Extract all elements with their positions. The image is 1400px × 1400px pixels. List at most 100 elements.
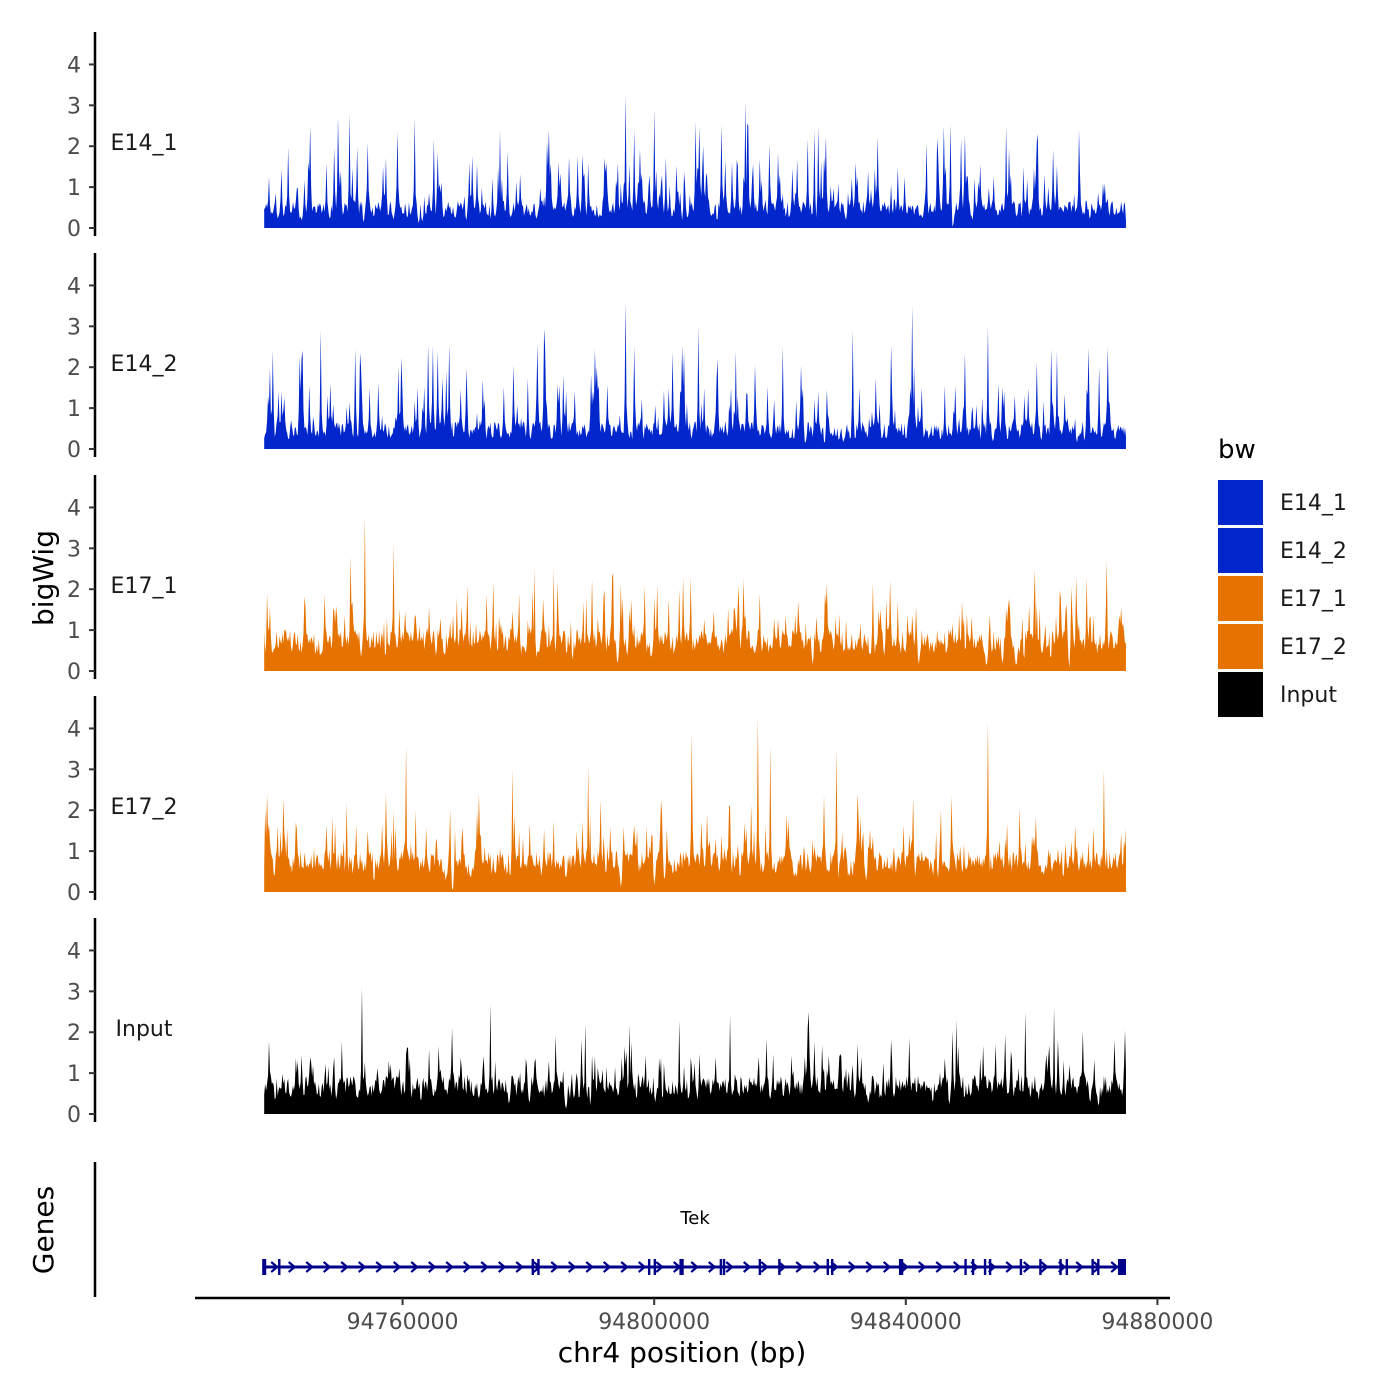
gene-exon [826, 1259, 830, 1275]
gene-exon [653, 1259, 657, 1275]
strand-arrow [270, 1261, 279, 1273]
gene-exon [278, 1259, 281, 1275]
legend-label: E14_2 [1280, 539, 1347, 564]
strand-arrow [760, 1261, 769, 1273]
strand-arrow [410, 1261, 419, 1273]
track-e14-1: 0 1 2 3 4 E14_1 [67, 32, 1126, 242]
y-tick-label: 0 [67, 660, 81, 685]
gene-exon-first [262, 1259, 267, 1275]
gene-exon [900, 1259, 904, 1275]
y-tick-label: 3 [67, 94, 81, 119]
y-tick-label: 1 [67, 176, 81, 201]
strand-arrow [602, 1261, 612, 1273]
strand-arrow [305, 1261, 314, 1273]
track-label: E17_2 [111, 795, 178, 820]
gene-exon [681, 1259, 684, 1275]
legend-label: E14_1 [1280, 491, 1347, 516]
strand-arrow [655, 1261, 664, 1273]
x-tick-label: 94840000 [850, 1310, 962, 1335]
strand-arrow [567, 1261, 577, 1273]
strand-arrow [725, 1261, 734, 1273]
y-tick-label: 3 [67, 315, 81, 340]
legend-label: E17_1 [1280, 587, 1347, 612]
y-tick-label: 0 [67, 438, 81, 463]
coverage-tracks: 0 1 2 3 4 E14_1 0 1 2 3 4 E14_2 0 1 2 3 4 E17_1 0 1 2 3 4 E17_2… [67, 32, 1126, 1128]
gene-exon [898, 1259, 902, 1275]
gene-exon [758, 1259, 762, 1275]
gene-model: Tek [262, 1208, 1126, 1275]
track-label: Input [116, 1017, 173, 1042]
gene-exon [719, 1259, 723, 1275]
gene-exon [722, 1259, 726, 1275]
strand-arrow [1092, 1261, 1102, 1273]
coverage-area-e17-2 [264, 716, 1126, 892]
strand-arrow [1075, 1261, 1084, 1273]
legend-label: E17_2 [1280, 635, 1347, 660]
gene-exon [983, 1259, 987, 1275]
x-axis: 94760000 94800000 94840000 94880000 [195, 1296, 1213, 1335]
strand-arrow [1022, 1261, 1032, 1273]
legend-label: Input [1280, 683, 1337, 708]
strand-arrow [462, 1261, 472, 1273]
strand-arrow [357, 1261, 367, 1273]
strand-arrow [1005, 1261, 1014, 1273]
gene-exon [679, 1259, 682, 1275]
y-tick-label: 4 [67, 939, 81, 964]
gene-exon [537, 1259, 540, 1275]
strand-arrow [427, 1261, 437, 1273]
strand-arrow [690, 1261, 699, 1273]
y-tick-label: 0 [67, 881, 81, 906]
gene-exon [1019, 1259, 1023, 1275]
track-label: E14_1 [111, 131, 178, 156]
strand-arrow [585, 1261, 594, 1273]
strand-arrow [865, 1261, 874, 1273]
strand-arrow [480, 1261, 489, 1273]
x-axis-title: chr4 position (bp) [558, 1336, 807, 1369]
strand-arrow [375, 1261, 384, 1273]
track-input: 0 1 2 3 4 Input [67, 918, 1126, 1128]
track-label: E17_1 [111, 574, 178, 599]
y-tick-label: 0 [67, 1103, 81, 1128]
gene-exon [964, 1259, 967, 1275]
legend-key-e17-2 [1218, 624, 1263, 669]
gene-exon [831, 1259, 834, 1275]
legend-key-e14-2 [1218, 528, 1263, 573]
y-tick-label: 2 [67, 135, 81, 160]
y-tick-label: 0 [67, 217, 81, 242]
x-tick-label: 94800000 [598, 1310, 710, 1335]
y-tick-label: 4 [67, 274, 81, 299]
y-tick-label: 4 [67, 53, 81, 78]
strand-arrow [340, 1261, 349, 1273]
genes-panel: Genes Tek [27, 1162, 1126, 1297]
gene-exon-last [1117, 1259, 1126, 1275]
coverage-area-input [264, 987, 1126, 1114]
y-tick-label: 3 [67, 758, 81, 783]
gene-exon [971, 1259, 975, 1275]
legend: bw E14_1 E14_2 E17_1 E17_2 Input [1218, 435, 1347, 717]
strand-arrow [952, 1261, 962, 1273]
coverage-area-e14-2 [264, 301, 1126, 449]
strand-arrow [392, 1261, 402, 1273]
strand-arrow [742, 1261, 752, 1273]
strand-arrow [515, 1261, 524, 1273]
strand-arrow [637, 1261, 647, 1273]
strand-arrow [532, 1261, 542, 1273]
strand-arrow [935, 1261, 944, 1273]
strand-arrow [707, 1261, 717, 1273]
gene-exon [647, 1259, 651, 1275]
gene-exon [531, 1259, 534, 1275]
gene-exon [1097, 1259, 1100, 1275]
strand-arrow [1040, 1261, 1049, 1273]
legend-key-e17-1 [1218, 576, 1263, 621]
strand-arrow [1110, 1261, 1119, 1273]
strand-arrow [445, 1261, 454, 1273]
y-tick-label: 1 [67, 1062, 81, 1087]
track-e17-1: 0 1 2 3 4 E17_1 [67, 475, 1126, 685]
y-tick-label: 1 [67, 840, 81, 865]
gene-label: Tek [679, 1208, 710, 1229]
y-tick-label: 3 [67, 537, 81, 562]
strand-arrow [550, 1261, 559, 1273]
strand-arrow [882, 1261, 892, 1273]
genes-axis-title: Genes [27, 1186, 60, 1274]
